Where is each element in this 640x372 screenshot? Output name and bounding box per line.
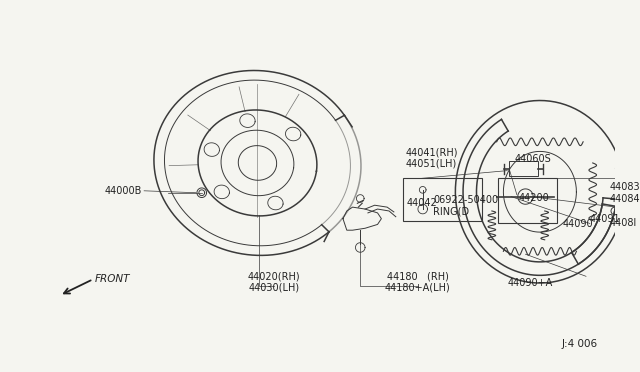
Bar: [498, 178, 557, 222]
Text: 44090: 44090: [563, 219, 593, 230]
Text: 06922-50400
RING(D: 06922-50400 RING(D: [433, 195, 499, 217]
Bar: [509, 161, 538, 176]
Text: FRONT: FRONT: [95, 274, 131, 284]
Text: 44060S: 44060S: [515, 154, 552, 164]
Text: J:4 006: J:4 006: [561, 339, 598, 349]
Text: 44084: 44084: [610, 195, 640, 205]
Text: 44042: 44042: [406, 198, 437, 208]
Bar: [403, 178, 483, 221]
Text: 44180   (RH)
44180+A(LH): 44180 (RH) 44180+A(LH): [385, 271, 451, 293]
Text: 44200: 44200: [519, 193, 550, 202]
Text: 44041(RH)
44051(LH): 44041(RH) 44051(LH): [405, 147, 458, 169]
Text: 44083: 44083: [610, 182, 640, 192]
Text: 44091: 44091: [590, 214, 620, 224]
Text: 44090+A: 44090+A: [508, 278, 553, 288]
Text: 4408l: 4408l: [610, 218, 637, 228]
Text: 44020(RH)
44030(LH): 44020(RH) 44030(LH): [248, 271, 300, 293]
Text: 44000B: 44000B: [105, 186, 142, 196]
